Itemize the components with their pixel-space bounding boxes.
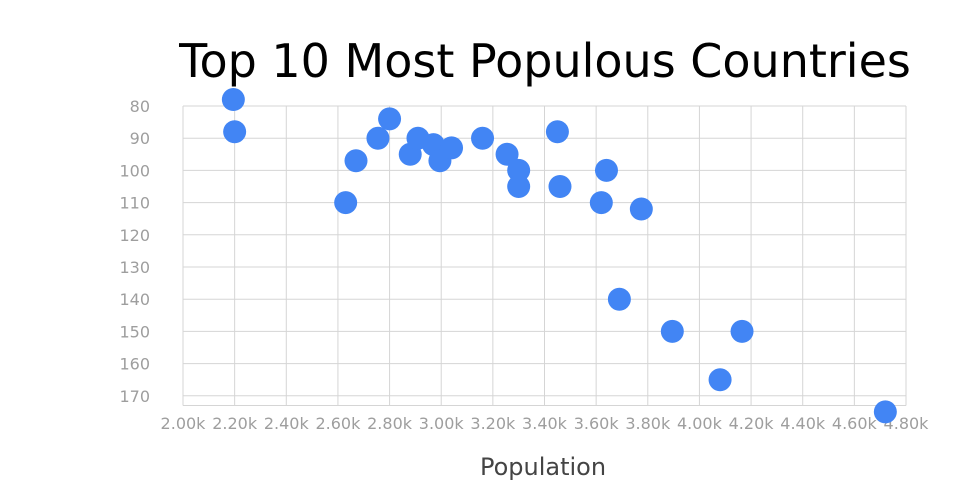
data-point[interactable] [730,319,754,343]
y-tick-label: 100 [119,161,150,180]
data-point[interactable] [471,126,495,150]
x-tick-label: 4.60k [832,414,878,433]
data-point[interactable] [440,136,464,160]
data-point[interactable] [607,287,631,311]
data-point[interactable] [629,197,653,221]
grid [182,105,907,406]
y-tick-label: 140 [119,290,150,309]
y-axis-ticks: 80 90 100 110 120 130 140 150 160 170 [119,97,150,406]
data-point[interactable] [708,368,732,392]
data-point[interactable] [221,88,245,112]
y-tick-label: 120 [119,226,150,245]
x-tick-label: 4.00k [677,414,723,433]
x-tick-label: 4.20k [729,414,775,433]
data-point[interactable] [344,149,368,173]
y-tick-label: 150 [119,322,150,341]
x-tick-label: 4.40k [780,414,826,433]
data-point[interactable] [545,120,569,144]
x-tick-label: 3.00k [419,414,465,433]
data-point[interactable] [334,191,358,215]
x-tick-label: 2.60k [315,414,361,433]
x-tick-label: 2.40k [264,414,310,433]
y-tick-label: 90 [130,129,150,148]
x-tick-label: 4.80k [884,414,930,433]
data-point[interactable] [594,158,618,182]
data-point[interactable] [223,120,247,144]
x-tick-label: 3.60k [574,414,620,433]
y-tick-label: 160 [119,355,150,374]
data-point[interactable] [507,175,531,198]
x-axis-title: Population [480,453,606,481]
y-tick-label: 130 [119,258,150,277]
x-tick-label: 2.80k [367,414,413,433]
data-point[interactable] [507,158,531,182]
data-point[interactable] [873,400,897,424]
y-tick-label: 170 [119,387,150,406]
data-point[interactable] [589,191,613,215]
data-point[interactable] [366,126,390,150]
x-tick-label: 2.20k [212,414,258,433]
y-tick-label: 110 [119,194,150,213]
x-tick-label: 2.00k [161,414,207,433]
x-tick-label: 3.80k [625,414,671,433]
data-point[interactable] [378,107,402,131]
data-point[interactable] [495,142,519,166]
x-tick-label: 3.40k [522,414,568,433]
y-tick-label: 80 [130,97,150,116]
chart-title: Top 10 Most Populous Countries [178,34,911,88]
x-tick-label: 3.20k [470,414,516,433]
data-point[interactable] [660,319,684,343]
data-points [221,88,897,424]
data-point[interactable] [548,175,572,198]
x-axis-ticks: 2.00k 2.20k 2.40k 2.60k 2.80k 3.00k 3.20k 3.40k… [161,414,930,433]
